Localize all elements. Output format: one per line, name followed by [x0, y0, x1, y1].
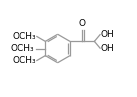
Text: OCH₃: OCH₃ [12, 56, 36, 65]
Text: OCH₃: OCH₃ [12, 32, 36, 41]
Text: O: O [79, 19, 86, 28]
Text: OCH₃: OCH₃ [11, 44, 35, 53]
Text: OH: OH [101, 44, 115, 53]
Text: OH: OH [101, 30, 115, 39]
